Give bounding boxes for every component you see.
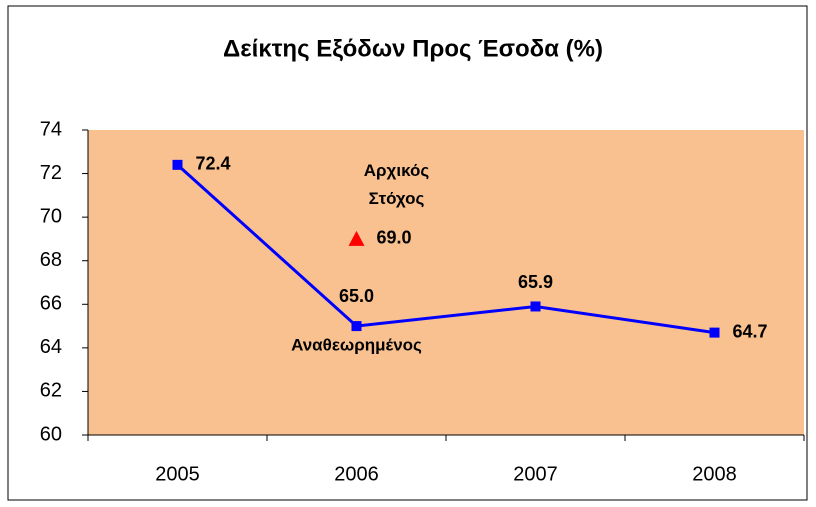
y-tick-label: 68: [40, 249, 62, 271]
x-tick-label: 2007: [513, 463, 558, 485]
y-tick-label: 60: [40, 423, 62, 445]
point-marker: [348, 230, 365, 246]
series-annotation: Αρχικός Στόχος: [363, 161, 430, 208]
x-tick-label: 2006: [334, 463, 379, 485]
y-tick-label: 66: [40, 293, 62, 315]
series-annotation: Αναθεωρημένος: [291, 336, 422, 355]
series-line: [176, 163, 715, 335]
data-label: 65.0: [339, 286, 374, 306]
data-label: 64.7: [733, 321, 768, 341]
y-tick-label: 70: [40, 205, 62, 227]
y-tick-label: 72: [40, 162, 62, 184]
point-marker: [709, 327, 720, 338]
chart-title: Δείκτης Εξόδων Προς Έσοδα (%): [223, 35, 603, 62]
data-label: 69.0: [377, 228, 412, 248]
y-tick-label: 64: [40, 336, 62, 358]
y-tick-label: 62: [40, 380, 62, 402]
point-marker: [530, 301, 541, 312]
x-tick-label: 2008: [692, 463, 737, 485]
data-label: 72.4: [196, 154, 231, 174]
point-marker: [172, 159, 183, 170]
series-annotation-box: Αρχικός Στόχος: [363, 161, 430, 208]
point-marker: [351, 321, 362, 332]
data-label: 65.9: [518, 272, 553, 292]
x-tick-label: 2005: [155, 463, 200, 485]
y-tick-label: 74: [40, 118, 62, 140]
plot-area: [88, 130, 804, 435]
